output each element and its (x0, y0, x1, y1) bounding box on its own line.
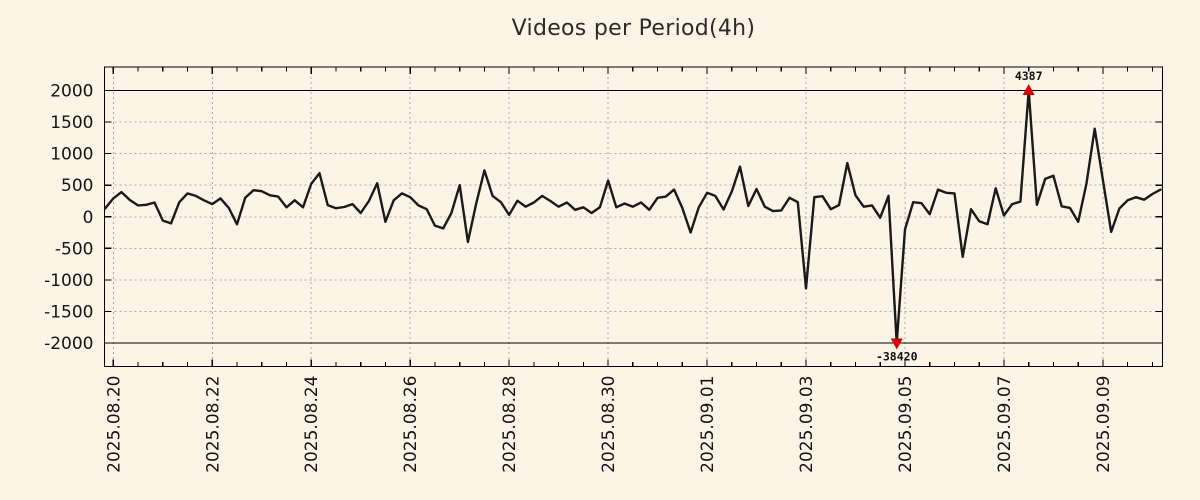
y-tick-label: -1000 (44, 271, 93, 291)
max-value-label: 4387 (1015, 69, 1043, 83)
y-tick-label: 1500 (50, 113, 93, 133)
x-tick-labels: 2025.08.20 2025.08.22 2025.08.24 2025.08.26… (104, 376, 1114, 473)
min-value-label: -38420 (876, 350, 918, 364)
x-tick-label: 2025.08.22 (203, 376, 223, 473)
x-tick-label: 2025.09.05 (896, 376, 916, 473)
max-marker-icon (1022, 84, 1035, 95)
y-tick-label: 500 (61, 176, 93, 196)
chart-title: Videos per Period(4h) (511, 16, 756, 41)
plot-border (103, 66, 1164, 368)
gridlines (104, 67, 1163, 367)
y-tick-label: 1000 (50, 145, 93, 165)
plot-border-and-ticks (103, 66, 1164, 368)
x-tick-label: 2025.08.20 (104, 376, 124, 473)
extreme-annotations: 4387 -38420 (876, 69, 1043, 364)
clip-lines (104, 90, 1163, 344)
x-tick-label: 2025.09.01 (698, 376, 718, 473)
series-line (103, 89, 1162, 345)
x-tick-label: 2025.09.03 (797, 376, 817, 473)
y-tick-label: -500 (55, 239, 94, 259)
x-tick-label: 2025.09.09 (1094, 376, 1114, 473)
x-tick-label: 2025.09.07 (995, 376, 1015, 473)
x-tick-label: 2025.08.28 (500, 376, 520, 473)
y-tick-label: 0 (83, 208, 94, 228)
x-tick-label: 2025.08.30 (599, 376, 619, 473)
y-tick-label: 2000 (50, 82, 93, 102)
min-marker-icon (890, 338, 903, 350)
series-polyline (103, 89, 1162, 345)
x-tick-label: 2025.08.24 (302, 376, 322, 473)
y-tick-labels: 2000 1500 1000 500 0 -500 -1000 -1500 -2000 (44, 82, 93, 355)
x-tick-label: 2025.08.26 (401, 376, 421, 473)
y-tick-label: -1500 (44, 302, 93, 322)
y-tick-label: -2000 (44, 334, 93, 354)
